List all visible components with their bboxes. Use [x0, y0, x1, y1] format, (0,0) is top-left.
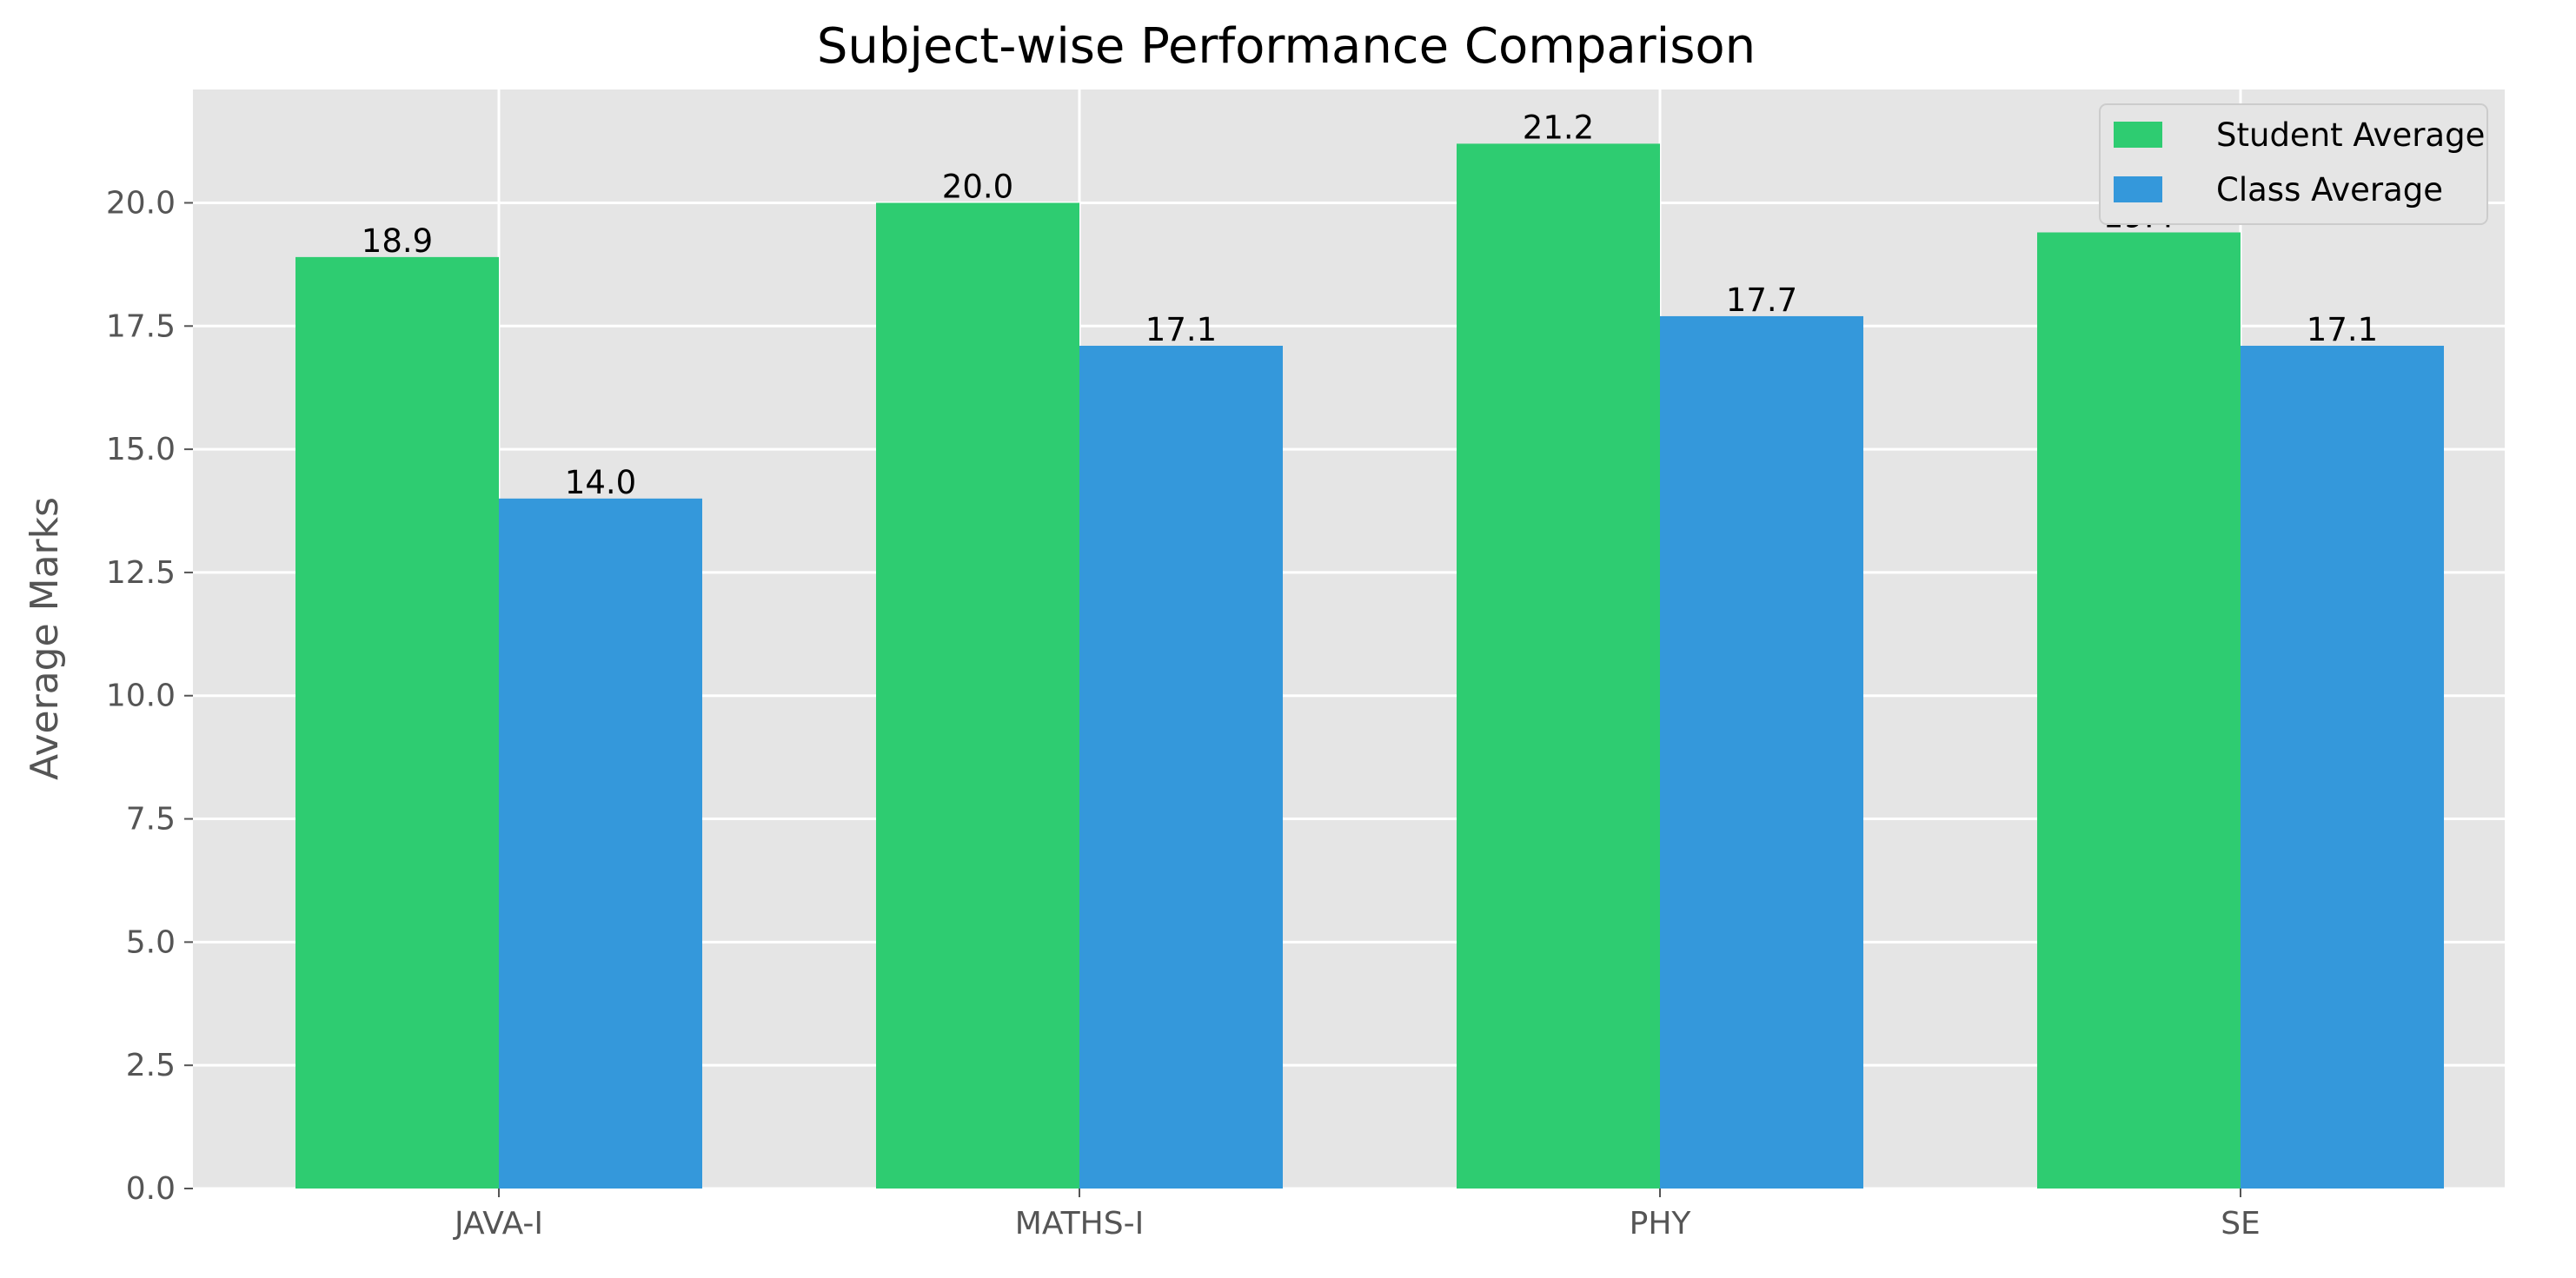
- data-label-class-average-java-i: 14.0: [565, 464, 636, 501]
- legend: Student Average Class Average: [2099, 103, 2488, 225]
- y-tick-label: 5.0: [126, 924, 176, 960]
- x-tick-label-maths-i: MATHS-I: [1015, 1206, 1144, 1242]
- y-tick-label: 20.0: [106, 185, 176, 221]
- y-tick-label: 0.0: [126, 1171, 176, 1207]
- bar-class-average-se: [2241, 345, 2444, 1189]
- data-label-class-average-se: 17.1: [2307, 311, 2378, 348]
- x-tick-label-phy: PHY: [1630, 1206, 1692, 1242]
- bar-student-average-java-i: [295, 256, 499, 1189]
- y-tick-label: 2.5: [126, 1048, 176, 1083]
- bar-class-average-phy: [1660, 315, 1863, 1189]
- y-axis-ticks: 0.0 2.5 5.0 7.5 10.0 12.5 15.0 17.5 20.0: [106, 185, 193, 1207]
- bar-student-average-se: [2037, 232, 2241, 1189]
- y-tick-label: 10.0: [106, 679, 176, 714]
- data-label-student-average-maths-i: 20.0: [942, 168, 1013, 205]
- bar-class-average-maths-i: [1079, 345, 1283, 1189]
- y-tick-label: 7.5: [126, 802, 176, 838]
- chart-title: Subject-wise Performance Comparison: [817, 18, 1756, 75]
- bar-student-average-phy: [1457, 143, 1660, 1189]
- legend-label-class-average: Class Average: [2216, 171, 2443, 209]
- data-label-class-average-phy: 17.7: [1726, 281, 1797, 319]
- legend-swatch-class-average: [2114, 176, 2162, 202]
- legend-label-student-average: Student Average: [2216, 116, 2485, 154]
- y-tick-label: 15.0: [106, 432, 176, 467]
- data-label-class-average-maths-i: 17.1: [1145, 311, 1217, 348]
- bars: [295, 143, 2444, 1189]
- bar-student-average-maths-i: [876, 202, 1079, 1189]
- bar-class-average-java-i: [499, 498, 702, 1189]
- x-axis-ticks: JAVA-I MATHS-I PHY SE: [453, 1189, 2261, 1242]
- legend-swatch-student-average: [2114, 122, 2162, 148]
- y-axis-label: Average Marks: [23, 497, 67, 780]
- data-label-student-average-java-i: 18.9: [362, 222, 433, 260]
- x-tick-label-java-i: JAVA-I: [453, 1206, 543, 1242]
- y-tick-label: 17.5: [106, 308, 176, 344]
- x-tick-label-se: SE: [2221, 1206, 2261, 1242]
- y-tick-label: 12.5: [106, 555, 176, 591]
- legend-box: [2099, 103, 2488, 225]
- data-label-student-average-phy: 21.2: [1523, 109, 1594, 146]
